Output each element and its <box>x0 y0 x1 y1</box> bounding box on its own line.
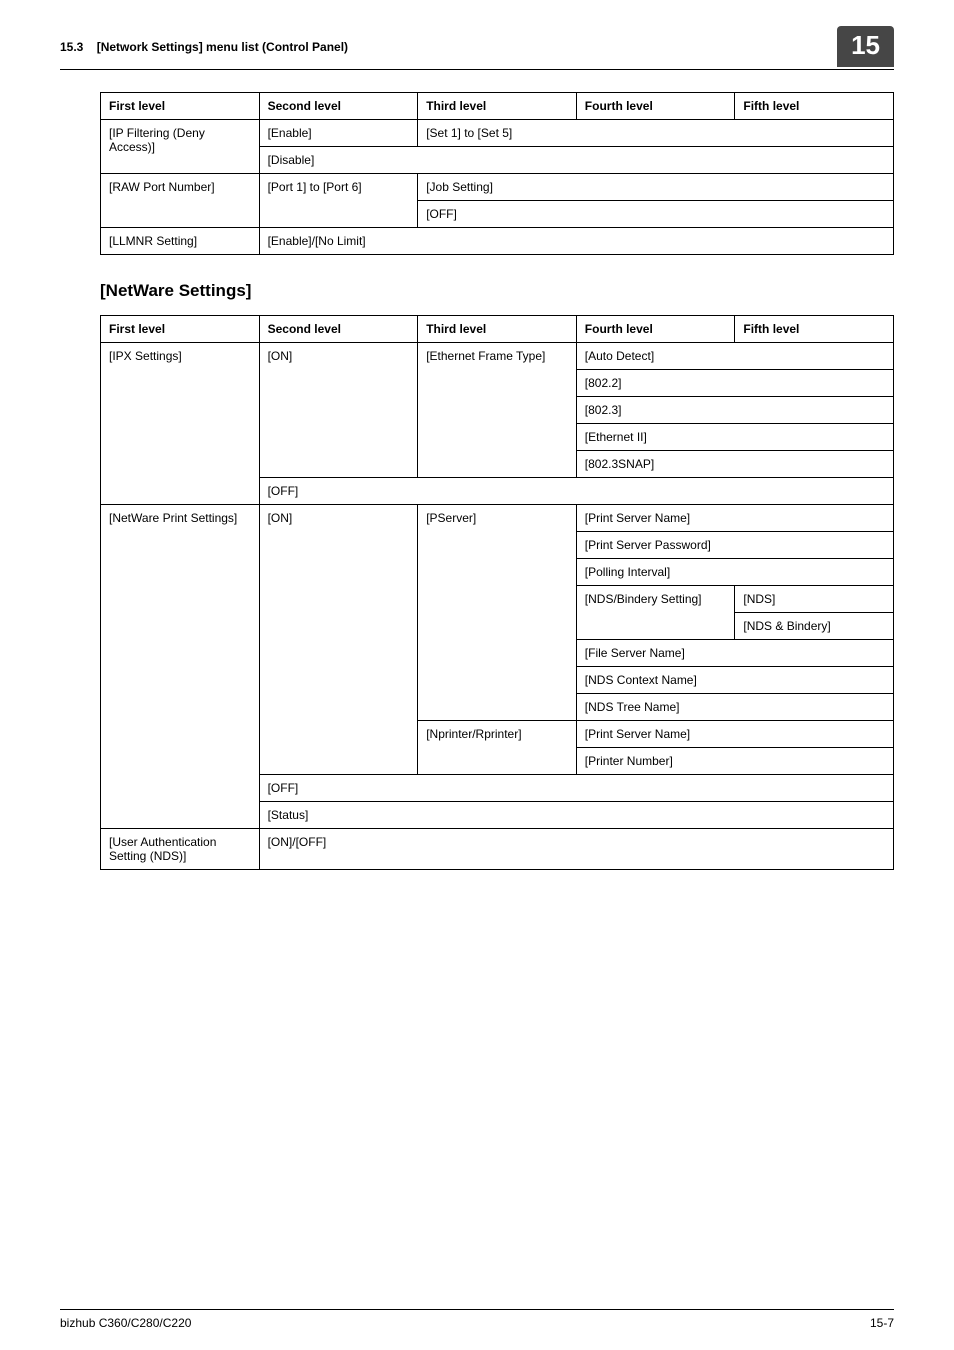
cell: [File Server Name] <box>576 640 893 667</box>
cell: [ON]/[OFF] <box>259 829 893 870</box>
footer-model: bizhub C360/C280/C220 <box>60 1316 191 1330</box>
cell: [NDS/Bindery Setting] <box>576 586 735 640</box>
cell: [Enable] <box>259 120 418 147</box>
cell: [Disable] <box>259 147 893 174</box>
cell: [Enable]/[No Limit] <box>259 228 893 255</box>
cell: [Auto Detect] <box>576 343 893 370</box>
table-netware: First level Second level Third level Fou… <box>100 315 894 870</box>
cell: [Job Setting] <box>418 174 894 201</box>
th-third: Third level <box>418 316 577 343</box>
section-number: 15.3 <box>60 40 83 54</box>
table-row: [NetWare Print Settings] [ON] [PServer] … <box>101 505 894 532</box>
cell: [802.2] <box>576 370 893 397</box>
cell: [Status] <box>259 802 893 829</box>
cell: [IPX Settings] <box>101 343 260 505</box>
cell: [NDS Tree Name] <box>576 694 893 721</box>
cell: [RAW Port Number] <box>101 174 260 228</box>
th-first: First level <box>101 93 260 120</box>
table-row: [IPX Settings] [ON] [Ethernet Frame Type… <box>101 343 894 370</box>
table-row: [LLMNR Setting] [Enable]/[No Limit] <box>101 228 894 255</box>
section-title: [Network Settings] menu list (Control Pa… <box>97 40 348 54</box>
cell: [NDS & Bindery] <box>735 613 894 640</box>
cell: [OFF] <box>259 775 893 802</box>
cell: [Port 1] to [Port 6] <box>259 174 418 228</box>
table-header-row: First level Second level Third level Fou… <box>101 316 894 343</box>
cell: [802.3] <box>576 397 893 424</box>
cell: [Print Server Name] <box>576 721 893 748</box>
cell: [802.3SNAP] <box>576 451 893 478</box>
cell: [Print Server Name] <box>576 505 893 532</box>
cell: [Ethernet Frame Type] <box>418 343 577 478</box>
cell: [PServer] <box>418 505 577 721</box>
cell: [NDS Context Name] <box>576 667 893 694</box>
page-badge: 15 <box>837 26 894 67</box>
table-row: [User Authentication Setting (NDS)] [ON]… <box>101 829 894 870</box>
cell: [NetWare Print Settings] <box>101 505 260 829</box>
cell: [ON] <box>259 343 418 478</box>
page-header: 15.3 [Network Settings] menu list (Contr… <box>60 30 894 70</box>
cell: [Set 1] to [Set 5] <box>418 120 894 147</box>
section-heading-netware: [NetWare Settings] <box>100 281 894 301</box>
th-first: First level <box>101 316 260 343</box>
th-third: Third level <box>418 93 577 120</box>
table-row: [RAW Port Number] [Port 1] to [Port 6] [… <box>101 174 894 201</box>
th-second: Second level <box>259 316 418 343</box>
cell: [Polling Interval] <box>576 559 893 586</box>
cell: [User Authentication Setting (NDS)] <box>101 829 260 870</box>
footer-page-number: 15-7 <box>870 1316 894 1330</box>
cell: [IP Filtering (Deny Access)] <box>101 120 260 174</box>
table-row: [IP Filtering (Deny Access)] [Enable] [S… <box>101 120 894 147</box>
header-section: 15.3 [Network Settings] menu list (Contr… <box>60 30 348 54</box>
cell: [LLMNR Setting] <box>101 228 260 255</box>
cell: [Printer Number] <box>576 748 893 775</box>
cell: [NDS] <box>735 586 894 613</box>
th-fourth: Fourth level <box>576 93 735 120</box>
th-fifth: Fifth level <box>735 316 894 343</box>
table-header-row: First level Second level Third level Fou… <box>101 93 894 120</box>
cell: [ON] <box>259 505 418 775</box>
page-footer: bizhub C360/C280/C220 15-7 <box>60 1309 894 1330</box>
cell: [Ethernet II] <box>576 424 893 451</box>
cell: [Nprinter/Rprinter] <box>418 721 577 775</box>
cell: [Print Server Password] <box>576 532 893 559</box>
th-fourth: Fourth level <box>576 316 735 343</box>
cell: [OFF] <box>259 478 893 505</box>
th-second: Second level <box>259 93 418 120</box>
cell: [OFF] <box>418 201 894 228</box>
table-ip-raw: First level Second level Third level Fou… <box>100 92 894 255</box>
th-fifth: Fifth level <box>735 93 894 120</box>
